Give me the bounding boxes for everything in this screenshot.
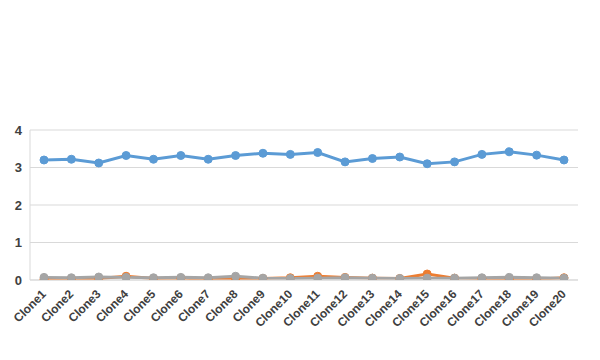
svg-text:Clone12: Clone12: [307, 287, 350, 330]
svg-text:4: 4: [15, 123, 23, 138]
svg-text:Clone1: Clone1: [10, 287, 49, 326]
svg-text:Clone13: Clone13: [334, 287, 378, 330]
svg-text:Clone8: Clone8: [202, 287, 241, 326]
svg-text:Clone16: Clone16: [416, 287, 460, 330]
svg-text:Clone9: Clone9: [229, 287, 268, 326]
svg-text:Clone11: Clone11: [280, 287, 323, 330]
svg-text:1: 1: [15, 235, 22, 250]
svg-text:Clone3: Clone3: [65, 287, 104, 326]
svg-text:Clone18: Clone18: [471, 287, 515, 330]
svg-text:2: 2: [15, 198, 22, 213]
svg-text:Clone17: Clone17: [443, 287, 487, 330]
svg-text:0: 0: [15, 273, 22, 288]
svg-text:Clone6: Clone6: [147, 287, 186, 326]
svg-text:Clone2: Clone2: [38, 287, 77, 326]
svg-text:Clone4: Clone4: [92, 287, 132, 326]
svg-text:Clone7: Clone7: [175, 287, 214, 326]
svg-text:Clone20: Clone20: [526, 287, 569, 330]
svg-text:Clone5: Clone5: [120, 287, 159, 326]
svg-text:Clone19: Clone19: [498, 287, 542, 330]
svg-text:Clone14: Clone14: [361, 287, 405, 330]
svg-text:Clone10: Clone10: [252, 287, 296, 330]
svg-text:3: 3: [15, 160, 22, 175]
svg-text:Clone15: Clone15: [389, 287, 433, 330]
